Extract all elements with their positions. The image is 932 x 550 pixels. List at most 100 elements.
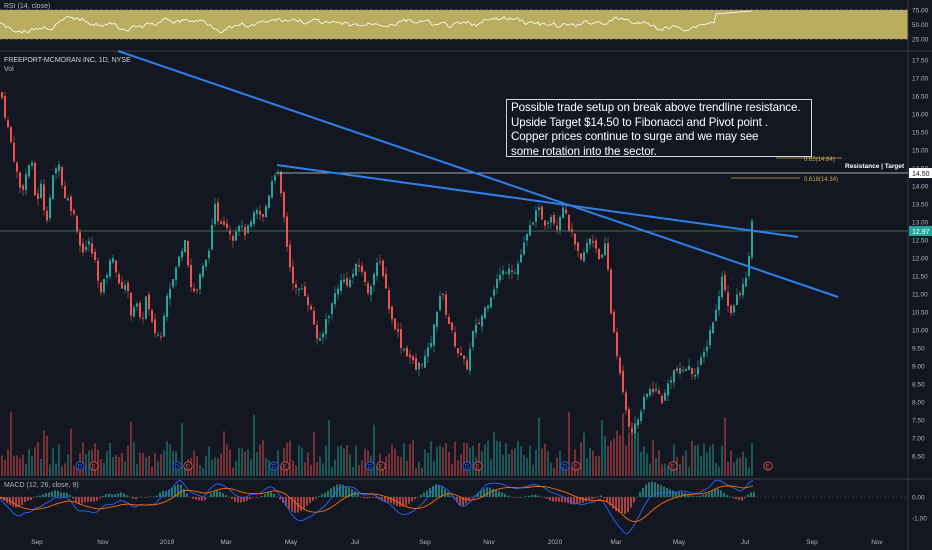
candle-body: [241, 226, 243, 228]
candle-body: [178, 256, 180, 267]
macd-histogram-bar: [87, 497, 89, 502]
earnings-marker[interactable]: [376, 461, 386, 471]
volume-bar: [139, 452, 141, 476]
candle-body: [442, 293, 444, 296]
candle-body: [64, 186, 66, 199]
volume-bar: [172, 450, 174, 476]
macd-histogram-bar: [441, 486, 443, 497]
annotation-note[interactable]: Possible trade setup on break above tren…: [506, 99, 812, 158]
macd-histogram-bar: [45, 492, 47, 497]
dividend-marker[interactable]: [75, 461, 85, 471]
earnings-marker[interactable]: [668, 461, 678, 471]
earnings-marker[interactable]: [763, 461, 773, 471]
macd-histogram-bar: [648, 482, 650, 497]
macd-histogram-bar: [675, 491, 677, 497]
macd-histogram-bar: [132, 497, 134, 499]
macd-histogram-bar: [66, 492, 68, 497]
price-tick-label: 6.50: [912, 454, 925, 461]
macd-histogram-bar: [165, 490, 167, 497]
earnings-marker[interactable]: [183, 461, 193, 471]
volume-bar: [652, 440, 654, 476]
volume-bar: [493, 432, 495, 476]
volume-bar: [505, 443, 507, 476]
candle-body: [292, 266, 294, 284]
resistance-trendline[interactable]: [276, 164, 799, 238]
candle-body: [148, 294, 150, 310]
macd-histogram-bar: [357, 493, 359, 497]
macd-histogram-bar: [579, 497, 581, 504]
macd-histogram-bar: [99, 497, 101, 499]
dividend-marker[interactable]: [172, 461, 182, 471]
macd-histogram-bar: [300, 497, 302, 511]
candle-body: [424, 355, 426, 368]
macd-histogram-bar: [18, 497, 20, 507]
macd-histogram-bar: [504, 493, 506, 497]
earnings-marker[interactable]: [571, 461, 581, 471]
macd-histogram-bar: [348, 487, 350, 497]
candle-body: [328, 316, 330, 318]
volume-bar: [655, 457, 657, 476]
rsi-tick-label: 75.00: [912, 8, 929, 15]
dividend-marker[interactable]: [462, 461, 472, 471]
macd-histogram-bar: [408, 497, 410, 504]
volume-bar: [46, 435, 48, 476]
volume-bar: [16, 455, 18, 476]
candle-body: [739, 293, 741, 296]
long-trendline[interactable]: [117, 50, 839, 298]
macd-histogram-bar: [72, 497, 74, 499]
candle-body: [85, 246, 87, 250]
volume-bar: [727, 461, 729, 476]
volume-bar: [736, 458, 738, 476]
volume-bar: [385, 456, 387, 476]
macd-histogram-bar: [312, 497, 314, 501]
earnings-marker[interactable]: [280, 461, 290, 471]
candle-body: [559, 217, 561, 231]
candle-body: [121, 281, 123, 289]
macd-histogram-bar: [21, 497, 23, 506]
candle-body: [475, 324, 477, 333]
macd-histogram-bar: [522, 496, 524, 498]
volume-bar: [520, 446, 522, 476]
candle-body: [304, 286, 306, 297]
dividend-marker[interactable]: [560, 461, 570, 471]
dividend-marker[interactable]: [269, 461, 279, 471]
macd-histogram-bar: [354, 491, 356, 497]
macd-histogram-bar: [624, 497, 626, 514]
candle-body: [316, 325, 318, 339]
volume-bar: [538, 417, 540, 476]
macd-histogram-bar: [147, 497, 149, 498]
macd-histogram-bar: [210, 493, 212, 497]
macd-histogram-bar: [219, 491, 221, 497]
macd-histogram-bar: [519, 497, 521, 498]
macd-histogram-bar: [723, 492, 725, 497]
volume-bar: [514, 448, 516, 476]
volume-bar: [523, 455, 525, 476]
volume-bar: [487, 440, 489, 476]
candle-body: [367, 283, 369, 294]
macd-histogram-bar: [573, 497, 575, 505]
candle-body: [193, 288, 195, 292]
candle-body: [7, 120, 9, 127]
macd-histogram-bar: [93, 497, 95, 502]
volume-bar: [340, 445, 342, 476]
candle-body: [13, 142, 15, 162]
earnings-marker[interactable]: [89, 461, 99, 471]
candle-body: [340, 280, 342, 291]
candle-body: [637, 419, 639, 426]
candle-body: [457, 348, 459, 354]
macd-histogram-bar: [726, 495, 728, 497]
earnings-marker-label: E: [476, 465, 480, 471]
candle-body: [349, 279, 351, 287]
volume-bar: [94, 443, 96, 476]
price-tick-label: 10.50: [912, 310, 929, 317]
earnings-marker[interactable]: [473, 461, 483, 471]
dividend-marker[interactable]: [365, 461, 375, 471]
candle-body: [247, 225, 249, 233]
volume-bar: [550, 462, 552, 476]
volume-bar: [610, 440, 612, 476]
macd-histogram-bar: [423, 492, 425, 497]
volume-bar: [58, 444, 60, 476]
macd-histogram-bar: [414, 497, 416, 500]
macd-histogram-bar: [636, 497, 638, 498]
